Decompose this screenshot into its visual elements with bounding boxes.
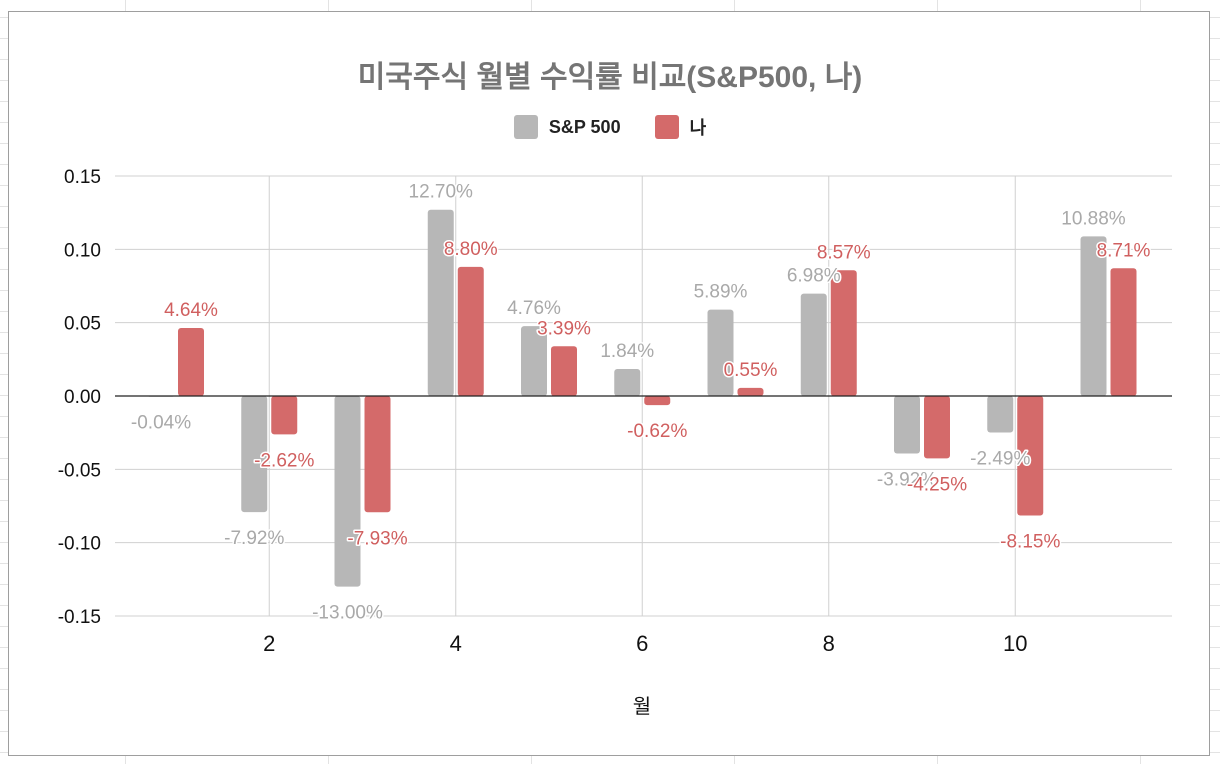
data-label-sp500: -3.92% [877,469,937,490]
bar-sp500[interactable] [334,396,361,587]
legend-item-sp500[interactable]: S&P 500 [513,114,621,140]
bar-me[interactable] [924,396,950,459]
chart-title: 미국주식 월별 수익률 비교(S&P500, 나) [357,61,863,94]
bar-sp500[interactable] [1080,236,1107,396]
bar-me[interactable] [271,396,298,435]
bar-sp500[interactable] [987,396,1014,433]
bar-sp500[interactable] [707,309,734,396]
y-tick-label: -0.05 [58,460,101,481]
y-tick-label: 0.15 [64,167,101,188]
data-label-sp500: -0.04% [131,413,191,434]
legend-swatch-sp500 [513,115,538,139]
x-tick-label: 6 [636,631,648,656]
chart-legend[interactable]: S&P 500 나 [0,114,1220,140]
bar-me[interactable] [551,346,577,396]
bar-sp500[interactable] [800,293,827,396]
data-label-me: 8.57% [817,242,871,263]
data-label-sp500: -13.00% [312,603,383,624]
data-label-sp500: 5.89% [694,282,748,303]
data-label-me: 4.64% [164,300,218,321]
legend-swatch-me [654,115,679,139]
y-tick-label: -0.10 [58,534,101,555]
data-label-me: -7.93% [347,528,407,549]
bar-me[interactable] [178,327,204,396]
chart-container[interactable] [8,11,1210,756]
x-tick-label: 2 [263,631,275,656]
bar-sp500[interactable] [427,209,454,396]
x-axis-label: 월 [633,695,651,718]
data-label-me: -0.62% [627,421,687,442]
y-tick-label: 0.10 [64,240,101,261]
bar-sp500[interactable] [894,396,920,454]
legend-label-sp500: S&P 500 [548,116,621,137]
x-tick-label: 4 [450,631,462,656]
bar-me[interactable] [737,387,764,396]
legend-label-me: 나 [689,118,707,138]
data-label-sp500: 10.88% [1061,208,1126,229]
bar-me[interactable] [644,396,671,406]
legend-item-me[interactable]: 나 [654,114,707,140]
y-tick-label: 0.05 [64,314,101,335]
data-label-me: 8.71% [1097,240,1151,261]
bar-me[interactable] [830,270,857,396]
bar-me[interactable] [1017,396,1044,516]
data-label-sp500: 6.98% [787,266,841,287]
data-label-sp500: -7.92% [224,528,284,549]
data-label-sp500: 1.84% [600,341,654,362]
data-label-sp500: -2.49% [970,449,1030,470]
data-label-me: -8.15% [1000,532,1060,553]
bar-sp500[interactable] [521,326,547,396]
data-label-sp500: 12.70% [409,182,474,203]
data-label-me: 3.39% [537,318,591,339]
bar-me[interactable] [364,396,391,513]
bar-sp500[interactable] [241,396,268,513]
bar-sp500[interactable] [614,369,641,396]
y-tick-label: 0.00 [64,387,101,408]
data-label-sp500: 4.76% [507,298,561,319]
data-label-me: 0.55% [724,360,778,381]
data-label-me: -4.25% [907,474,967,495]
bar-me[interactable] [457,266,484,396]
y-tick-label: -0.15 [58,607,101,628]
x-tick-label: 10 [1003,631,1027,656]
bar-me[interactable] [1110,268,1137,396]
data-label-me: -2.62% [254,450,314,471]
data-label-me: 8.80% [444,239,498,260]
x-tick-label: 8 [823,631,835,656]
